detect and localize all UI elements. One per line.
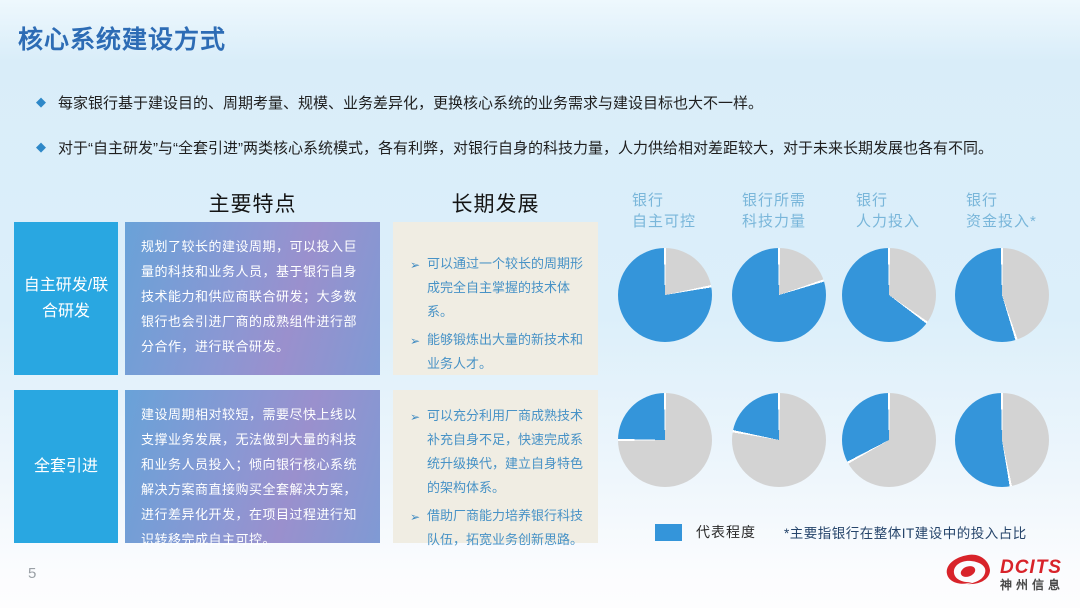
longterm-point: ➢ 借助厂商能力培养银行科技队伍，拓宽业务创新思路。 xyxy=(403,504,586,552)
bullet-item: ◆ 每家银行基于建设目的、周期考量、规模、业务差异化，更换核心系统的业务需求与建… xyxy=(36,92,763,113)
dcits-swirl-icon xyxy=(942,552,994,599)
pie-chart-autonomy xyxy=(618,248,712,342)
pie-chart-funding xyxy=(955,248,1049,342)
company-logo: DCITS 神州信息 xyxy=(942,552,1064,599)
pie-chart-manpower xyxy=(842,248,936,342)
column-header-longterm: 长期发展 xyxy=(451,193,540,216)
pie-chart-manpower xyxy=(842,393,936,487)
longterm-point: ➢ 可以通过一个较长的周期形成完全自主掌握的技术体系。 xyxy=(403,252,586,324)
legend-swatch xyxy=(655,523,682,541)
arrow-bullet-icon: ➢ xyxy=(409,410,421,424)
features-cell: 建设周期相对较短，需要尽快上线以支撑业务发展，无法做到大量的科技和业务人员投入；… xyxy=(125,390,380,547)
pie-chart-funding xyxy=(955,393,1049,487)
legend-label: 代表程度 xyxy=(696,524,756,540)
row-label: 自主研发/联合研发 xyxy=(14,222,118,375)
column-header-features: 主要特点 xyxy=(208,193,297,216)
features-cell: 规划了较长的建设周期，可以投入巨量的科技和业务人员，基于银行自身技术能力和供应商… xyxy=(125,222,380,375)
longterm-cell: ➢ 可以通过一个较长的周期形成完全自主掌握的技术体系。 ➢ 能够锻炼出大量的新技… xyxy=(393,222,598,375)
pie-chart-tech-power xyxy=(732,248,826,342)
diamond-bullet-icon: ◆ xyxy=(36,94,46,109)
longterm-cell: ➢ 可以充分利用厂商成熟技术补充自身不足，快速完成系统升级换代，建立自身特色的架… xyxy=(393,390,598,547)
arrow-bullet-icon: ➢ xyxy=(409,258,421,272)
pie-column-header: 银行 资金投入* xyxy=(966,192,1037,230)
pie-chart-autonomy xyxy=(618,393,712,487)
pie-column-header: 银行 自主可控 xyxy=(632,192,697,230)
pie-column-header: 银行所需 科技力量 xyxy=(742,192,807,230)
arrow-bullet-icon: ➢ xyxy=(409,334,421,348)
row-label: 全套引进 xyxy=(14,390,118,543)
pie-column-header: 银行 人力投入 xyxy=(856,192,921,230)
logo-company-text: 神州信息 xyxy=(999,578,1064,592)
pie-chart-tech-power xyxy=(732,393,826,487)
arrow-bullet-icon: ➢ xyxy=(409,510,421,524)
diamond-bullet-icon: ◆ xyxy=(36,139,46,154)
page-number: 5 xyxy=(28,565,37,582)
page-title: 核心系统建设方式 xyxy=(18,26,227,54)
logo-brand-text: DCITS xyxy=(999,557,1062,578)
longterm-point: ➢ 可以充分利用厂商成熟技术补充自身不足，快速完成系统升级换代，建立自身特色的架… xyxy=(403,404,586,500)
longterm-point: ➢ 能够锻炼出大量的新技术和业务人才。 xyxy=(403,328,586,376)
bullet-item: ◆ 对于“自主研发”与“全套引进”两类核心系统模式，各有利弊，对银行自身的科技力… xyxy=(36,137,993,158)
footnote: *主要指银行在整体IT建设中的投入占比 xyxy=(784,526,1027,541)
bullet-text: 对于“自主研发”与“全套引进”两类核心系统模式，各有利弊，对银行自身的科技力量，… xyxy=(58,140,993,157)
bullet-text: 每家银行基于建设目的、周期考量、规模、业务差异化，更换核心系统的业务需求与建设目… xyxy=(58,95,764,112)
legend: 代表程度 *主要指银行在整体IT建设中的投入占比 xyxy=(655,522,1027,542)
